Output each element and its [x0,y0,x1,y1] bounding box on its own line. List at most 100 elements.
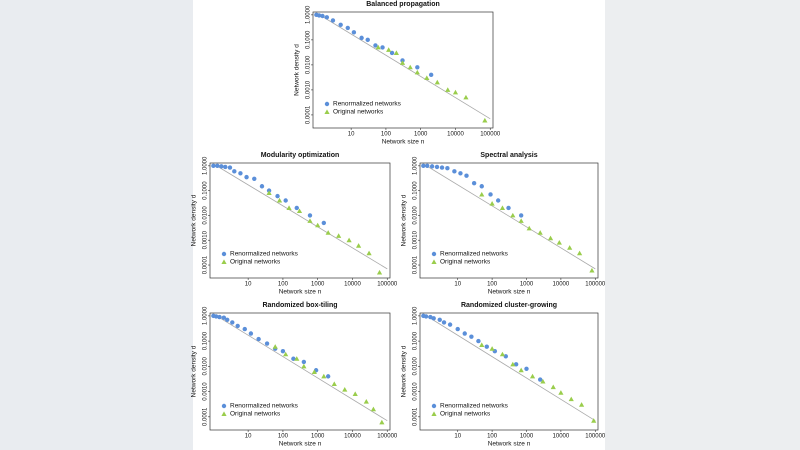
point [506,205,511,211]
point [518,218,524,223]
point [424,75,430,80]
point [296,208,303,214]
legend-marker [221,411,227,416]
point [375,44,381,50]
y-tick-label: 0.0001 [203,407,209,426]
point [324,15,330,20]
legend-label: Original networks [440,411,491,418]
y-tick-label: 0.0100 [203,206,209,225]
y-tick-label: 0.1000 [306,30,312,49]
point [342,386,348,392]
legend-label: Original networks [440,259,491,266]
legend-marker [431,259,437,264]
point [407,64,413,70]
point [275,193,280,199]
point [272,344,278,349]
y-tick-label: 0.1000 [413,181,419,200]
legend-label: Original networks [230,259,281,266]
y-tick-label: 0.0010 [306,80,312,99]
point [489,346,495,351]
point [578,402,585,407]
point [471,180,477,186]
x-tick-label: 10000 [447,132,464,138]
x-tick-label: 10000 [344,282,361,288]
point [221,315,227,320]
point [320,13,325,19]
point [283,198,288,203]
x-tick-label: 10000 [344,434,361,440]
point [482,117,488,123]
y-tick-label: 1.0000 [306,5,312,24]
point [484,344,489,349]
y-tick-label: 0.0100 [413,206,419,225]
x-axis-label: Network size n [279,441,322,448]
point [376,269,383,275]
point [330,18,336,23]
point [431,316,436,321]
point [434,164,440,170]
point [558,390,564,395]
point [414,69,420,75]
point [217,314,222,320]
point [425,163,430,169]
y-tick-label: 0.0010 [413,382,419,401]
chart-title: Spectral analysis [480,152,537,159]
point [434,79,440,85]
point [379,419,385,425]
x-tick-label: 10 [348,132,355,138]
point [428,72,434,78]
point [244,174,249,180]
x-tick-label: 1000 [414,132,428,138]
point [346,237,352,243]
point [363,399,369,404]
point [510,212,516,218]
plot-frame [419,162,599,279]
point [311,369,317,374]
fit-line [423,163,596,270]
y-tick-label: 0.0010 [413,230,419,249]
point [336,233,342,238]
point [280,348,286,354]
point [476,338,481,344]
point [286,205,292,210]
point [537,377,543,382]
y-tick-label: 1.0000 [413,306,419,325]
x-tick-label: 100 [487,434,498,440]
x-tick-label: 100 [278,434,289,440]
y-tick-label: 1.0000 [413,156,419,175]
point [355,243,362,248]
x-tick-label: 100000 [377,282,398,288]
x-tick-label: 100 [381,132,392,138]
point [248,331,254,336]
point [370,406,377,412]
point [366,250,372,256]
point [540,378,546,384]
point [373,43,378,48]
legend-marker [221,259,227,264]
point [307,213,313,218]
point [223,164,228,170]
point [321,373,327,379]
point [325,374,331,379]
legend-marker [324,101,330,107]
legend-marker [431,411,437,416]
point [524,366,529,371]
x-tick-label: 10 [454,282,461,288]
point [415,65,420,70]
point [556,240,562,245]
point [547,235,554,241]
point [213,314,219,319]
point [463,94,469,100]
y-axis-label: Network density d [191,194,198,246]
side-panel [605,0,800,450]
x-tick-label: 1000 [520,434,534,440]
y-tick-label: 1.0000 [203,156,209,175]
legend-marker [221,403,227,409]
point [458,171,463,176]
point [423,314,429,319]
point [232,169,237,174]
point [211,163,216,169]
point [352,391,358,397]
point [315,222,321,228]
point [266,190,272,196]
